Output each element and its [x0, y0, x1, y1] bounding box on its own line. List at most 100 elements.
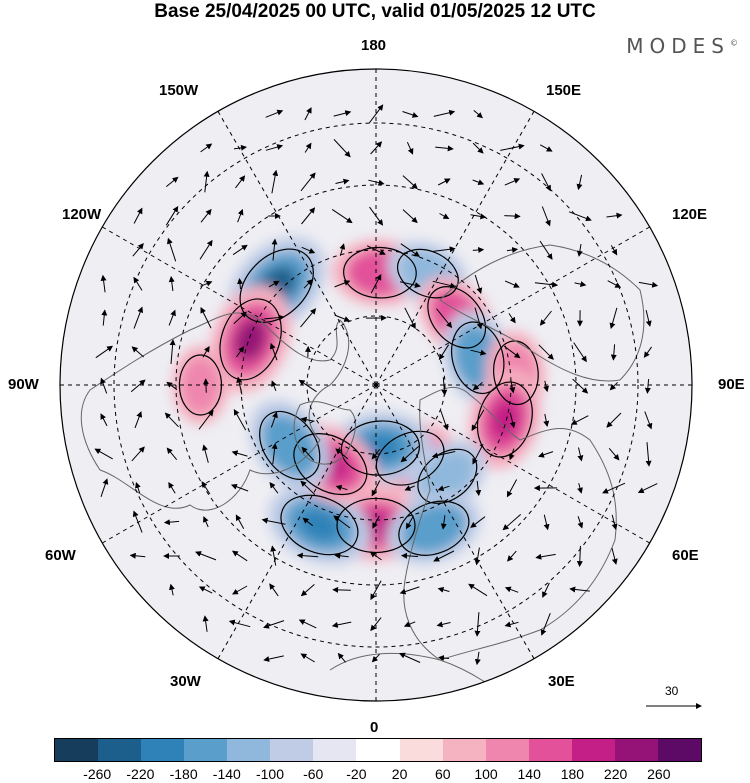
map-title: Base 25/04/2025 00 UTC, valid 01/05/2025…	[154, 1, 596, 22]
wind-vector-arrow	[202, 378, 209, 393]
wind-vector-arrow	[200, 280, 213, 287]
wind-vector-arrow	[236, 376, 243, 395]
wind-vector-arrow	[231, 450, 248, 457]
colorbar-tick-label: -220	[126, 766, 155, 782]
wind-vector-arrow	[398, 652, 421, 663]
wind-vector-arrow	[271, 238, 278, 261]
wind-vector-arrow	[202, 345, 210, 358]
geopotential-contour	[343, 246, 417, 299]
wind-vector-arrow	[543, 413, 550, 427]
contour-layer	[178, 246, 539, 556]
wind-vector-arrow	[371, 653, 380, 663]
wind-vector-arrow	[166, 381, 178, 391]
anomaly-shading	[298, 509, 340, 541]
wind-vector-arrow	[261, 517, 286, 525]
colorbar-swatch	[657, 739, 701, 761]
lon-label-150e: 150E	[546, 82, 582, 99]
lon-label-30e: 30E	[548, 673, 575, 690]
wind-vector-arrow	[474, 651, 481, 666]
wind-vector-arrow	[300, 308, 317, 328]
wind-vector-arrow	[130, 379, 146, 393]
wind-vector-arrow	[195, 551, 217, 561]
wind-vector-arrow	[372, 515, 380, 529]
modes-logo: MODES©	[626, 34, 738, 58]
anomaly-shading	[490, 399, 520, 440]
map-border	[59, 68, 693, 702]
wind-vector-arrow	[333, 139, 351, 158]
wind-vector-arrow	[135, 481, 141, 494]
wind-vector-arrow	[371, 480, 381, 497]
wind-vector-arrow	[602, 482, 626, 494]
wind-vector-arrow	[95, 345, 114, 359]
wind-vector-arrow	[335, 178, 350, 185]
wind-vector-arrow	[406, 141, 414, 155]
wind-vector-arrow	[333, 110, 352, 117]
wind-vector-arrow	[232, 244, 248, 256]
wind-vector-arrow	[198, 586, 213, 594]
anomaly-blue-25W	[268, 485, 371, 565]
wind-vector-arrow	[232, 585, 248, 595]
wind-vector-arrow	[264, 314, 285, 321]
wind-vector-arrow	[606, 412, 622, 428]
colorbar-swatch	[227, 739, 271, 761]
colorbar-swatch	[399, 739, 443, 761]
wind-vector-arrow	[473, 110, 483, 119]
wind-vector-arrow	[504, 280, 520, 288]
wind-vector-arrow	[231, 550, 248, 562]
geopotential-contour	[375, 430, 445, 486]
coastline-north-america	[80, 312, 350, 511]
wind-vector-arrow	[645, 309, 652, 327]
lon-label-60e: 60E	[672, 547, 699, 564]
wind-vector-arrow	[470, 516, 486, 528]
wind-vector-arrow	[500, 143, 525, 151]
wind-vector-arrow	[437, 485, 450, 492]
wind-vector-arrow	[400, 243, 421, 257]
wind-vector-arrow	[235, 346, 245, 358]
wind-vector-arrow	[504, 621, 519, 628]
colorbar-tick-label: 20	[391, 766, 408, 782]
geopotential-contour	[259, 410, 321, 480]
wind-vector-arrow	[301, 446, 315, 461]
wind-vector-arrow	[509, 412, 516, 429]
lon-label-120e: 120E	[672, 206, 708, 223]
anomaly-pink-75E	[468, 369, 542, 470]
wind-vector-arrow	[200, 307, 212, 329]
colorbar-swatch	[356, 739, 400, 761]
wind-vector-arrow	[168, 276, 175, 292]
wind-vector-arrow	[474, 307, 483, 330]
wind-vector-arrow	[508, 448, 515, 461]
anomaly-pink-120W	[209, 285, 292, 394]
wind-vector-arrow	[304, 107, 312, 121]
wind-vector-arrow	[440, 515, 447, 530]
wind-vector-arrow	[437, 586, 450, 593]
wind-vector-arrow	[534, 281, 559, 288]
wind-vector-arrow	[399, 586, 420, 595]
wind-vector-arrow	[300, 480, 316, 496]
wind-vector-arrow	[574, 281, 587, 288]
wind-vector-arrow	[301, 246, 316, 254]
wind-vector-arrow	[504, 345, 521, 359]
wind-vector-arrow	[572, 378, 589, 394]
lon-label-0: 0	[370, 719, 379, 736]
colorbar-swatch	[614, 739, 658, 761]
wind-vector-arrow	[133, 276, 143, 291]
wind-vector-arrow	[200, 208, 212, 223]
wind-vector-arrow	[568, 211, 592, 222]
wind-vector-arrow	[237, 278, 243, 290]
wind-vector-arrow	[539, 310, 552, 326]
wind-vector-arrow	[168, 583, 175, 596]
wind-vector-arrow	[331, 208, 353, 224]
wind-vector-arrow	[644, 379, 651, 394]
wind-vector-arrow	[298, 619, 317, 629]
wind-vector-arrow	[611, 547, 618, 565]
colorbar-swatch	[442, 739, 486, 761]
wind-vector-arrow	[304, 142, 312, 153]
anomaly-shading	[401, 503, 467, 554]
wind-vector-arrow	[333, 515, 351, 529]
wind-vector-arrow	[94, 448, 113, 460]
wind-vector-arrow	[609, 381, 618, 391]
colorbar-swatch	[270, 739, 314, 761]
wind-vector-arrow	[235, 175, 246, 189]
wind-vector-arrow	[609, 307, 618, 330]
wind-vector-arrow	[607, 280, 622, 288]
